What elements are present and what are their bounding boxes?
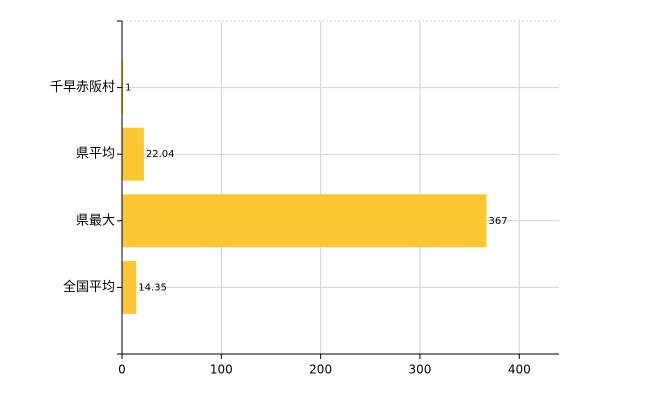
x-tick-label: 300 <box>409 363 432 377</box>
y-tick-label: 県平均 <box>76 147 115 162</box>
x-tick-label: 100 <box>210 363 233 377</box>
value-label: 14.35 <box>138 282 167 293</box>
value-label: 22.04 <box>146 149 175 160</box>
x-tick-label: 0 <box>118 363 126 377</box>
bar <box>122 127 144 181</box>
x-tick-label: 200 <box>309 363 332 377</box>
value-label: 1 <box>125 83 131 94</box>
x-tick-label: 400 <box>508 363 531 377</box>
y-tick-label: 県最大 <box>76 213 115 228</box>
bar <box>122 260 137 314</box>
bar <box>122 194 487 248</box>
value-label: 367 <box>488 216 507 227</box>
y-tick-label: 千早赤阪村 <box>50 80 115 95</box>
y-tick-label: 全国平均 <box>63 279 115 295</box>
